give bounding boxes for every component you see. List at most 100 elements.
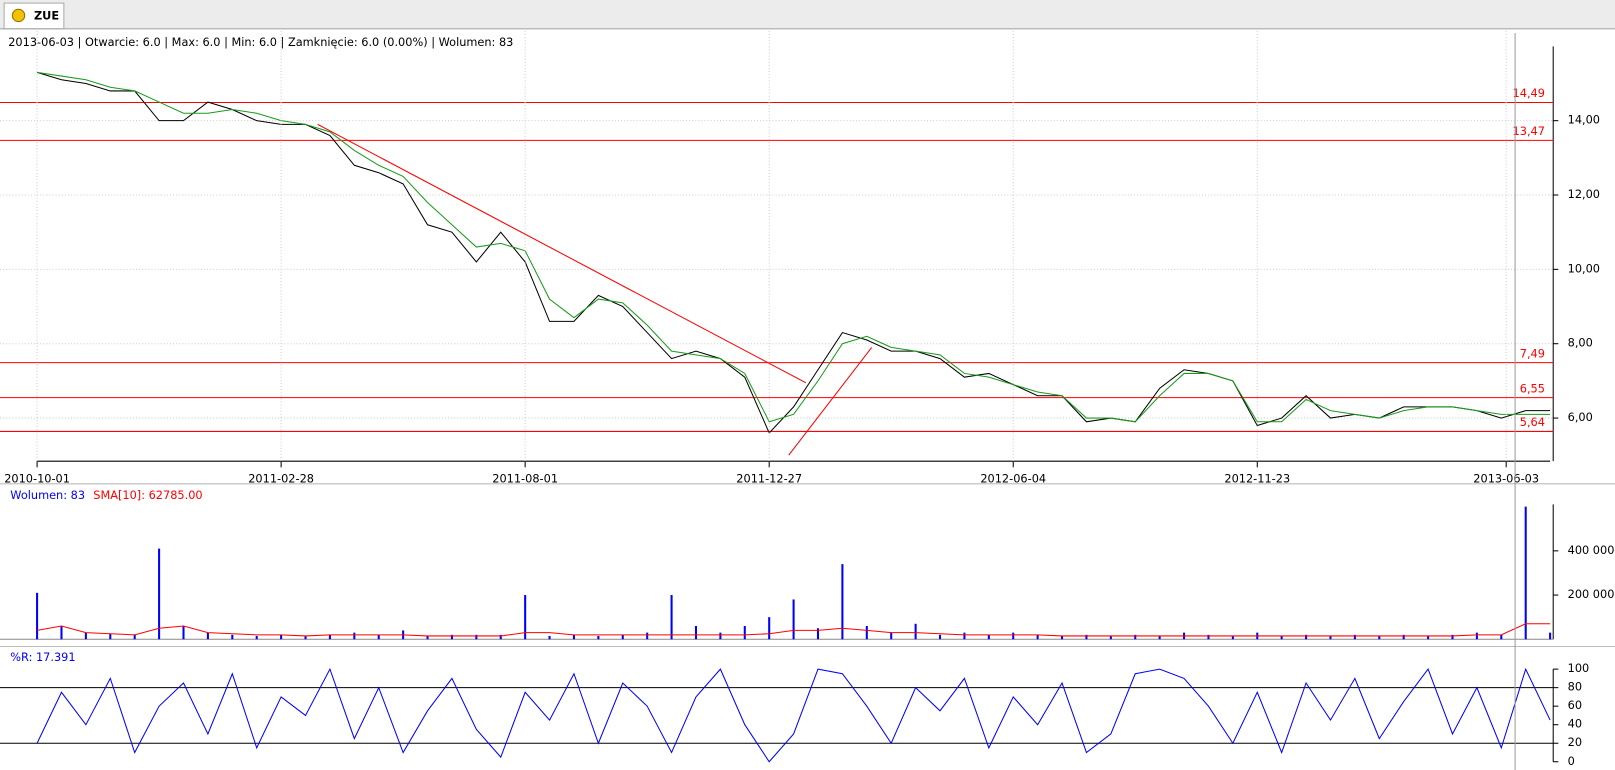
x-tick-label: 2013-06-03 [1473,472,1539,486]
volume-bar [475,634,478,640]
volume-bar [84,632,87,640]
volume-bar [524,595,527,640]
y-tick-label: 100 [1568,661,1590,675]
volume-bar [206,632,209,640]
legend-entry: Wolumen: 83 [10,488,85,502]
volume-bar [280,634,283,640]
volume-bar [426,635,429,640]
volume-bar [1280,635,1283,640]
volume-bar [841,564,844,640]
series-line [37,71,1551,423]
info-line: 2013-06-03 | Otwarcie: 6.0 | Max: 6.0 | … [8,35,513,49]
x-tick-label: 2012-11-23 [1224,472,1290,486]
volume-bar [1109,635,1112,640]
volume-bar [768,617,771,640]
level-label: 13,47 [1513,124,1545,138]
volume-bar [231,634,234,640]
volume-bar [572,634,575,640]
volume-bar [1231,635,1234,640]
volume-bar [1085,634,1088,640]
trend-line [788,347,873,456]
volume-bar [597,635,600,640]
volume-bar [1329,635,1332,640]
volume-bar [890,632,893,640]
y-tick-label: 10,00 [1568,261,1600,275]
x-tick-label: 2011-12-27 [736,472,802,486]
volume-bar [816,628,820,640]
y-tick-label: 400 000 [1568,543,1615,557]
volume-bar [133,634,136,640]
volume-bar [109,633,112,640]
volume-bar [255,635,258,640]
volume-bar [743,626,746,640]
trend-line [317,123,807,384]
tab-icon [11,8,26,23]
y-tick-label: 20 [1568,735,1582,749]
volume-bar [1036,634,1039,640]
volume-bar [60,626,63,640]
volume-bar [1549,632,1552,640]
volume-bar [792,599,795,640]
volume-bar [1378,635,1381,640]
volume-bar [963,632,966,640]
tab-label[interactable]: ZUE [34,8,59,22]
volume-bar [1402,634,1405,640]
level-label: 14,49 [1513,86,1545,100]
volume-bar [1427,635,1430,640]
legend-entry: %R: 17.391 [10,650,75,664]
y-tick-label: 40 [1568,717,1582,731]
volume-bar [1134,634,1137,640]
sma-line [36,623,1551,637]
x-tick-label: 2010-10-01 [4,472,70,486]
volume-bar [670,595,673,640]
y-tick-label: 12,00 [1568,187,1600,201]
volume-bar [158,548,161,640]
legend-entry: SMA[10]: 62785.00 [93,488,202,502]
x-tick-label: 2011-02-28 [248,472,314,486]
level-label: 7,49 [1520,346,1545,360]
volume-bar [938,634,942,640]
volume-bar [987,634,990,640]
volume-bar [1305,634,1308,640]
y-tick-label: 0 [1568,754,1575,768]
volume-bar [1353,634,1356,640]
volume-bar [353,632,356,640]
volume-bar [499,634,502,640]
y-tick-label: 200 000 [1568,587,1615,601]
tab-bar [0,0,1615,29]
volume-bar [304,635,307,640]
volume-bar [1451,634,1454,640]
level-label: 5,64 [1520,415,1545,429]
volume-bar [914,623,917,640]
volume-bar [1524,506,1527,640]
y-tick-label: 60 [1568,698,1582,712]
volume-bar [450,634,453,640]
series-line [36,667,1551,763]
volume-bar [328,634,331,640]
volume-bar [621,634,624,640]
y-tick-label: 8,00 [1568,336,1593,350]
series-line [36,71,1551,434]
volume-bar [1012,632,1015,640]
volume-bar [1207,634,1210,640]
y-tick-label: 80 [1568,680,1582,694]
volume-bar [377,634,380,640]
volume-bar [865,626,868,640]
y-tick-label: 6,00 [1568,410,1593,424]
volume-bar [1475,632,1478,640]
volume-bar [182,626,185,640]
level-label: 6,55 [1520,381,1545,395]
volume-bar [1158,635,1161,640]
volume-bar [646,632,649,640]
x-tick-label: 2012-06-04 [980,472,1046,486]
volume-bar [1061,635,1064,640]
volume-bar [1500,634,1503,640]
volume-bar [548,635,551,640]
volume-bar [694,626,698,640]
volume-bar [36,592,39,640]
x-tick-label: 2011-08-01 [492,472,558,486]
y-tick-label: 14,00 [1568,113,1600,127]
volume-bar [719,632,722,640]
